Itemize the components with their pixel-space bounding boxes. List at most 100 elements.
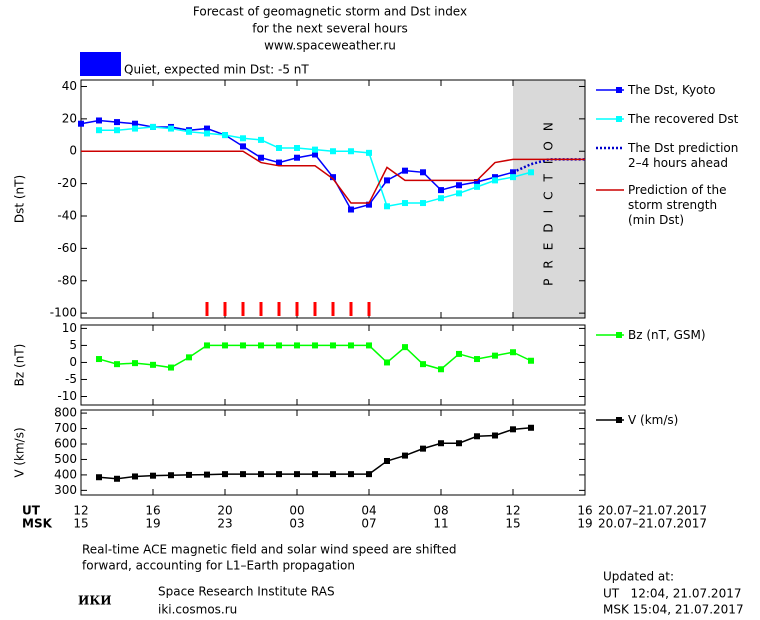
y-tick-label: -40 — [57, 209, 77, 223]
data-point — [330, 342, 336, 349]
data-point — [438, 187, 444, 194]
data-point — [186, 128, 192, 135]
y-tick-label: 400 — [54, 467, 77, 481]
data-point — [420, 200, 426, 207]
x-tick-label: 00 — [289, 504, 304, 518]
data-point — [276, 342, 282, 349]
data-point — [204, 471, 210, 478]
data-point — [258, 342, 264, 349]
ut-label: UT — [22, 504, 41, 518]
data-point — [420, 169, 426, 176]
data-point — [240, 143, 246, 150]
y-tick-label: 0 — [69, 355, 77, 369]
series-line — [98, 344, 532, 371]
data-point — [222, 471, 228, 478]
data-point — [456, 350, 462, 357]
y-tick-label: -10 — [57, 389, 77, 403]
series-line — [98, 427, 532, 480]
data-point — [312, 471, 318, 478]
data-point — [528, 357, 534, 364]
data-point — [474, 179, 480, 185]
y-tick-label: -80 — [57, 273, 77, 287]
note: Real-time ACE magnetic field and solar w… — [82, 543, 457, 557]
legend-label: The recovered Dst — [628, 112, 739, 126]
data-point — [168, 364, 174, 371]
y-tick-label: -5 — [65, 372, 77, 386]
data-point — [222, 342, 228, 349]
data-point — [402, 200, 408, 207]
data-point — [456, 190, 462, 197]
x-tick-label: 16 — [577, 504, 592, 518]
data-point — [114, 475, 120, 482]
data-point — [348, 471, 354, 478]
data-point — [132, 360, 138, 367]
data-point — [132, 473, 138, 480]
updated-ut: UT 12:04, 21.07.2017 — [603, 587, 741, 601]
data-point — [312, 151, 318, 158]
data-point — [150, 472, 156, 479]
data-point — [276, 471, 282, 478]
y-tick-label: -60 — [57, 241, 77, 255]
status-box — [80, 52, 121, 76]
data-point — [78, 120, 84, 127]
legend-swatch — [616, 332, 622, 338]
updated-label: Updated at: — [603, 570, 674, 584]
data-point — [258, 471, 264, 478]
updated-msk: MSK 15:04, 21.07.2017 — [603, 603, 744, 617]
y-axis-label: V (km/s) — [13, 427, 27, 477]
title: www.spaceweather.ru — [264, 39, 396, 53]
data-point — [240, 135, 246, 142]
x-tick-label: 11 — [433, 517, 448, 531]
x-tick-label: 12 — [73, 504, 88, 518]
data-point — [294, 154, 300, 161]
y-tick-label: -20 — [57, 176, 77, 190]
data-point — [474, 356, 480, 363]
data-point — [492, 177, 498, 184]
data-point — [258, 154, 264, 161]
data-point — [402, 344, 408, 351]
data-point — [474, 433, 480, 440]
x-tick-label: 15 — [505, 517, 520, 531]
data-point — [294, 145, 300, 151]
data-point — [132, 120, 138, 127]
x-tick-label: 07 — [361, 517, 376, 531]
data-point — [366, 342, 372, 349]
data-point — [186, 471, 192, 478]
data-point — [96, 474, 102, 481]
legend-label: V (km/s) — [628, 413, 679, 427]
data-point — [330, 148, 336, 155]
y-tick-label: 20 — [62, 111, 77, 125]
data-point — [276, 145, 282, 151]
data-point — [492, 352, 498, 359]
data-point — [240, 471, 246, 478]
data-point — [168, 472, 174, 479]
legend-label: The Dst prediction 2–4 hours ahead — [628, 141, 739, 170]
data-point — [114, 119, 120, 126]
x-tick-label: 19 — [145, 517, 160, 531]
data-point — [402, 452, 408, 459]
data-point — [276, 159, 282, 166]
data-point — [168, 125, 174, 132]
data-point — [438, 440, 444, 447]
status-text: Quiet, expected min Dst: -5 nT — [124, 63, 309, 77]
prediction-label: PREDICTION — [542, 112, 556, 286]
data-point — [384, 177, 390, 184]
legend-label: The Dst, Kyoto — [628, 83, 716, 97]
y-axis-label: Dst (nT) — [13, 175, 27, 223]
data-point — [96, 356, 102, 363]
x-tick-label: 03 — [289, 517, 304, 531]
legend-swatch — [616, 87, 622, 93]
data-point — [312, 342, 318, 349]
data-point — [492, 174, 498, 181]
data-point — [330, 471, 336, 478]
data-point — [114, 127, 120, 134]
data-point — [420, 445, 426, 452]
date: 20.07–21.07.2017 — [598, 504, 707, 518]
data-point — [384, 359, 390, 366]
y-tick-label: -100 — [50, 306, 77, 320]
data-point — [204, 130, 210, 137]
x-tick-label: 16 — [145, 504, 160, 518]
x-tick-label: 04 — [361, 504, 376, 518]
title: for the next several hours — [252, 22, 408, 36]
